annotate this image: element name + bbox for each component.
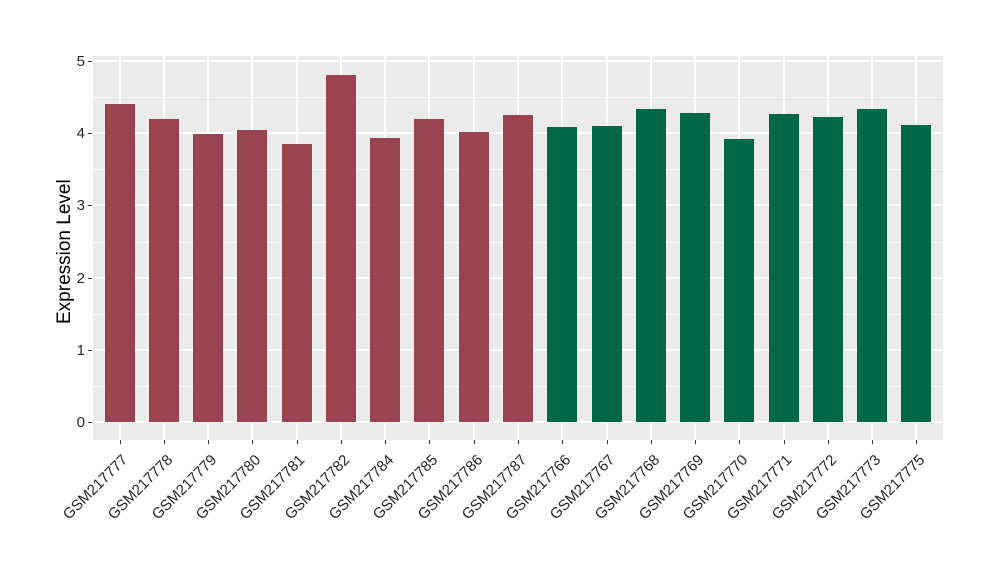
bar <box>812 117 843 422</box>
x-tick-mark <box>518 440 519 444</box>
bar <box>193 133 224 422</box>
bar <box>680 112 711 422</box>
x-tick-mark <box>163 440 165 444</box>
x-tick-mark <box>208 440 210 444</box>
bar <box>547 126 578 422</box>
bar <box>104 104 135 422</box>
y-tick-mark <box>88 277 92 279</box>
y-tick-label: 4 <box>76 125 85 143</box>
y-tick-label: 5 <box>76 53 85 70</box>
y-tick-mark <box>88 205 92 207</box>
bar <box>635 109 666 422</box>
x-tick-mark <box>429 440 431 444</box>
x-tick-mark <box>695 440 697 444</box>
y-tick-label: 0 <box>76 414 85 431</box>
bar <box>325 74 356 422</box>
x-tick-mark <box>252 440 254 444</box>
x-tick-mark <box>916 440 918 444</box>
y-tick-label: 1 <box>76 341 85 359</box>
bar <box>768 113 799 422</box>
x-tick-mark <box>562 440 564 444</box>
bar <box>503 115 533 422</box>
x-tick-mark <box>296 440 298 444</box>
bar <box>591 125 622 422</box>
y-tick-label: 3 <box>76 197 85 215</box>
x-tick-mark <box>606 440 608 444</box>
x-tick-mark <box>119 440 121 444</box>
bar <box>148 118 179 422</box>
bar <box>370 138 401 422</box>
x-tick-mark <box>783 440 785 444</box>
y-tick-mark <box>88 133 92 135</box>
bar <box>724 138 755 422</box>
x-tick-mark <box>650 440 652 444</box>
bar <box>237 129 268 422</box>
x-tick-mark <box>473 440 475 444</box>
x-tick-mark <box>739 440 741 444</box>
y-tick-mark <box>88 422 92 423</box>
bar <box>458 131 489 422</box>
x-tick-mark <box>872 440 874 444</box>
bar <box>857 109 888 422</box>
y-tick-mark <box>88 349 92 351</box>
x-tick-mark <box>827 440 829 444</box>
plot-panel <box>93 56 943 440</box>
bar <box>414 119 445 422</box>
y-tick-label: 2 <box>76 269 85 287</box>
x-tick-mark <box>385 440 387 444</box>
bar <box>901 125 932 422</box>
x-tick-mark <box>340 440 342 444</box>
y-tick-mark <box>88 61 92 62</box>
bar <box>281 144 312 422</box>
